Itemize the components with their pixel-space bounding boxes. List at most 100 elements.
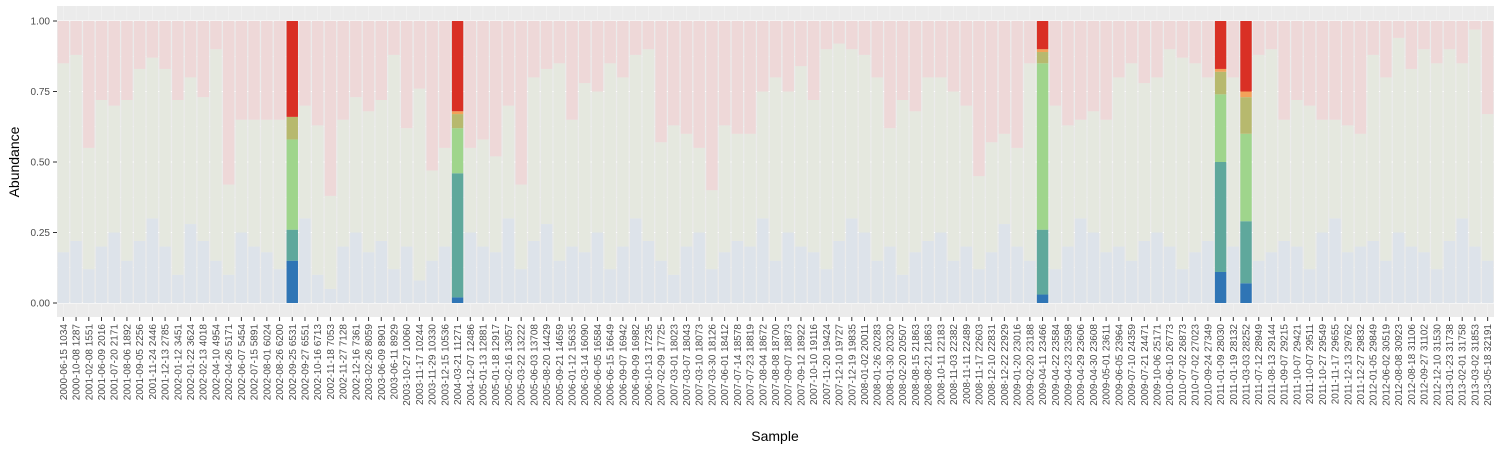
bar-segment-faded <box>1303 269 1316 303</box>
bar-segment-faded <box>1087 21 1100 112</box>
x-tick-label: 2002-10-16 6713 <box>313 324 324 401</box>
bar-segment-green <box>1240 133 1252 222</box>
x-tick-label: 2008-12-10 22831 <box>987 324 998 406</box>
bar-segment-olive <box>286 116 298 140</box>
bar-segment-faded <box>210 260 222 303</box>
bar-segment-faded <box>1418 252 1430 303</box>
x-tick-label: 2008-01-02 20011 <box>860 324 871 405</box>
bar-segment-faded <box>83 147 95 270</box>
bar-segment-faded <box>1303 105 1316 270</box>
bar-segment-faded <box>706 190 718 270</box>
bar-segment-faded <box>540 68 553 225</box>
bar-segment-faded <box>795 21 807 67</box>
bar-segment-faded <box>909 21 922 112</box>
bar-segment-faded <box>1227 21 1240 78</box>
x-tick-label: 2003-12-15 10536 <box>440 324 451 406</box>
bar-segment-faded <box>680 21 693 134</box>
bar-segment-faded <box>273 119 286 270</box>
x-tick-label: 2007-03-01 18023 <box>669 324 680 406</box>
bar-segment-faded <box>922 77 934 241</box>
bar-segment-faded <box>1253 21 1265 55</box>
bar-segment-olive <box>451 114 464 129</box>
bar-segment-faded <box>1100 21 1112 120</box>
bar-segment-faded <box>655 21 667 143</box>
bar-segment-faded <box>604 21 616 64</box>
bar-segment-faded <box>350 97 362 233</box>
bar-segment-dark-blue <box>1214 271 1227 303</box>
bar-segment-faded <box>133 68 146 241</box>
bar-segment-faded <box>375 240 388 303</box>
x-tick-label: 2004-03-21 11271 <box>453 324 464 405</box>
bar-segment-faded <box>553 63 566 261</box>
bar-segment-faded <box>515 184 527 270</box>
bar-segment-faded <box>1087 111 1100 233</box>
bar-segment-teal <box>1036 229 1049 295</box>
bar-segment-faded <box>1265 49 1278 253</box>
x-tick-label: 2006-01-12 15635 <box>568 324 579 406</box>
bar-segment-green <box>451 128 464 174</box>
x-tick-label: 2007-07-14 18578 <box>733 324 744 406</box>
bar-segment-faded <box>95 246 108 303</box>
bar-segment-faded <box>795 66 807 247</box>
bar-segment-green <box>1036 63 1049 230</box>
bar-segment-faded <box>985 21 998 143</box>
bar-segment-faded <box>108 105 120 233</box>
bar-segment-faded <box>1354 133 1367 247</box>
bar-segment-faded <box>1431 63 1443 270</box>
bar-segment-faded <box>1278 21 1290 120</box>
bar-segment-faded <box>413 21 426 89</box>
bar-segment-faded <box>655 260 667 303</box>
x-tick-label: 2013-05-18 32191 <box>1483 324 1494 406</box>
bar-segment-faded <box>95 99 108 247</box>
bar-segment-faded <box>197 240 209 303</box>
bar-segment-faded <box>426 21 438 171</box>
bar-segment-faded <box>1151 77 1163 233</box>
x-tick-label: 2006-09-07 16942 <box>618 324 629 406</box>
x-tick-label: 2011-10-07 29421 <box>1292 324 1303 405</box>
bar-segment-faded <box>896 21 909 100</box>
y-tick-label: 0.00 <box>31 299 51 310</box>
bar-segment-faded <box>108 232 120 303</box>
x-tick-label: 2003-11-17 10244 <box>415 324 426 405</box>
bar-segment-faded <box>1265 21 1278 50</box>
bar-segment-faded <box>1291 99 1303 247</box>
bar-segment-faded <box>439 246 451 303</box>
x-tick-label: 2012-08-08 30923 <box>1394 324 1405 406</box>
bar-segment-faded <box>858 54 871 233</box>
bar-segment-faded <box>502 218 515 303</box>
bar-segment-faded <box>960 246 972 303</box>
bar-segment-faded <box>1125 21 1138 64</box>
bar-segment-faded <box>528 77 540 241</box>
bar-segment-faded <box>299 21 311 106</box>
bar-segment-faded <box>540 21 553 69</box>
bar-segment-faded <box>528 240 540 303</box>
bar-segment-faded <box>718 21 731 126</box>
x-tick-label: 2008-11-03 22382 <box>949 324 960 405</box>
bar-segment-faded <box>909 111 922 253</box>
bar-segment-faded <box>1176 21 1189 58</box>
bar-segment-faded <box>146 57 159 219</box>
y-tick-label: 0.75 <box>31 87 51 98</box>
bar-segment-faded <box>871 260 883 303</box>
bar-segment-faded <box>553 21 566 64</box>
x-tick-label: 2013-02-01 31758 <box>1458 324 1469 406</box>
x-tick-label: 2009-04-11 23466 <box>1038 324 1049 405</box>
bar-segment-faded <box>973 176 985 270</box>
bar-segment-faded <box>1329 21 1341 120</box>
x-tick-label: 2009-10-06 25171 <box>1153 324 1164 406</box>
bar-segment-faded <box>668 21 680 126</box>
bar-segment-faded <box>388 54 400 270</box>
bar-segment-faded <box>1329 218 1341 303</box>
bar-segment-faded <box>1163 246 1176 303</box>
bar-segment-faded <box>121 99 133 261</box>
bar-segment-faded <box>235 119 248 233</box>
bar-segment-faded <box>70 240 82 303</box>
bar-segment-faded <box>973 269 985 303</box>
bar-segment-faded <box>744 21 756 134</box>
bar-segment-faded <box>782 232 794 303</box>
bar-segment-faded <box>1062 21 1074 126</box>
bar-segment-faded <box>884 246 896 303</box>
x-tick-label: 2005-01-13 12881 <box>479 324 490 406</box>
bar-segment-faded <box>858 232 871 303</box>
x-tick-label: 2003-11-29 10330 <box>428 324 439 405</box>
